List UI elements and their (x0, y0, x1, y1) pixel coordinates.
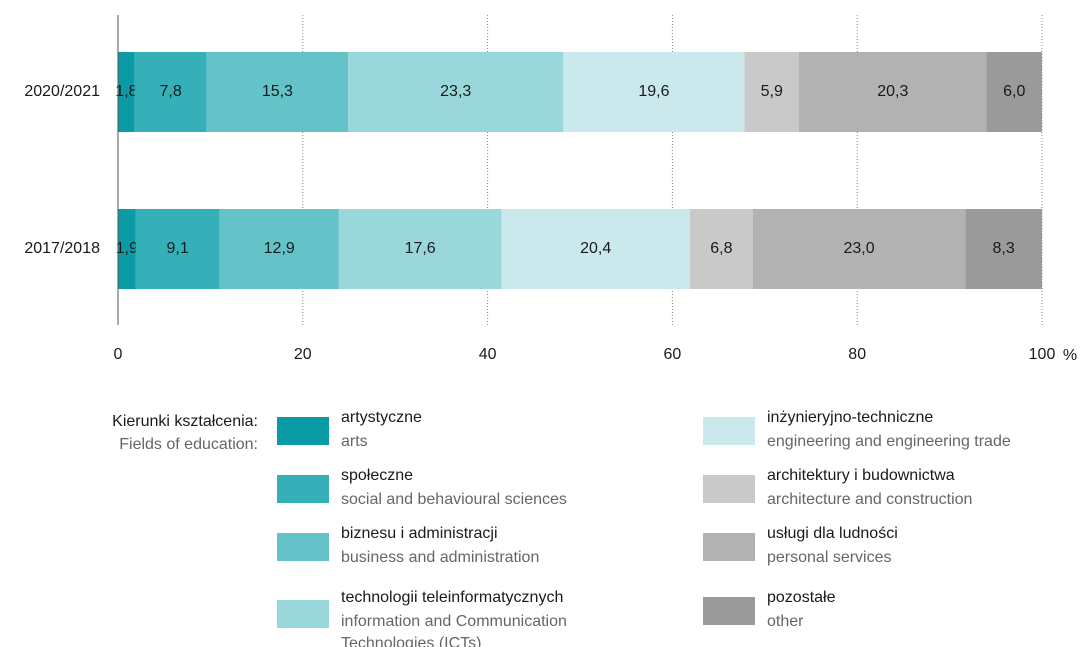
legend-title: Kierunki kształcenia: (112, 413, 258, 430)
bar-segment (134, 52, 207, 132)
legend-label-en: information and Communication (341, 613, 567, 630)
legend-label-en: personal services (767, 549, 892, 566)
value-label: 6,8 (710, 240, 732, 257)
legend-label-en: business and administration (341, 549, 539, 566)
legend-label: usługi dla ludności (767, 525, 898, 542)
legend-label-en: other (767, 613, 804, 630)
value-label: 9,1 (166, 240, 188, 257)
legend-swatch (703, 597, 755, 625)
value-label: 23,3 (440, 83, 471, 100)
bar-segment (986, 52, 1042, 132)
x-unit: % (1063, 347, 1077, 364)
value-label: 20,3 (877, 83, 908, 100)
bar-segment (744, 52, 799, 132)
value-label: 6,0 (1003, 83, 1025, 100)
value-label: 5,9 (761, 83, 783, 100)
bar-segment (501, 209, 690, 289)
value-label: 7,8 (160, 83, 182, 100)
value-label: 15,3 (262, 83, 293, 100)
bar-segment (219, 209, 339, 289)
legend-label-en: engineering and engineering trade (767, 433, 1011, 450)
legend-swatch (277, 533, 329, 561)
bar-segment (118, 52, 135, 132)
legend-label: pozostałe (767, 589, 836, 606)
legend-label: inżynieryjno-techniczne (767, 409, 933, 426)
bar-segment (338, 209, 502, 289)
bar-segment (135, 209, 220, 289)
value-label: 12,9 (264, 240, 295, 257)
value-label: 17,6 (405, 240, 436, 257)
legend-title-en: Fields of education: (119, 436, 258, 453)
legend-label-en: architecture and construction (767, 491, 972, 508)
legend-swatch (703, 475, 755, 503)
y-tick-label: 2017/2018 (24, 240, 100, 257)
bar-segment (965, 209, 1042, 289)
legend-label-en: Technologies (ICTs) (341, 635, 482, 647)
x-tick-label: 80 (848, 346, 866, 363)
x-tick-label: 20 (294, 346, 312, 363)
bar-segment (752, 209, 966, 289)
x-tick-label: 40 (479, 346, 497, 363)
x-tick-label: 60 (664, 346, 682, 363)
bar-segment (206, 52, 349, 132)
value-label: 23,0 (843, 240, 874, 257)
value-label: 19,6 (638, 83, 669, 100)
value-label: 1,9 (116, 240, 138, 257)
value-label: 20,4 (580, 240, 611, 257)
bar-segment (689, 209, 753, 289)
value-label: 1,8 (115, 83, 137, 100)
legend-label-en: arts (341, 433, 368, 450)
y-tick-label: 2020/2021 (24, 83, 100, 100)
legend-label: technologii teleinformatycznych (341, 589, 563, 606)
legend-swatch (277, 475, 329, 503)
x-tick-label: 0 (114, 346, 123, 363)
bar-segment (118, 209, 136, 289)
legend-swatch (703, 533, 755, 561)
legend-swatch (277, 600, 329, 628)
legend-label: artystyczne (341, 409, 422, 426)
value-label: 8,3 (993, 240, 1015, 257)
x-tick-label: 100 (1029, 346, 1056, 363)
legend-swatch (277, 417, 329, 445)
legend-label: społeczne (341, 467, 413, 484)
bar-segment (798, 52, 987, 132)
legend-label: biznesu i administracji (341, 525, 498, 542)
bar-segment (563, 52, 745, 132)
legend-label-en: social and behavioural sciences (341, 491, 567, 508)
bar-segment (348, 52, 564, 132)
legend-swatch (703, 417, 755, 445)
legend-label: architektury i budownictwa (767, 467, 955, 484)
